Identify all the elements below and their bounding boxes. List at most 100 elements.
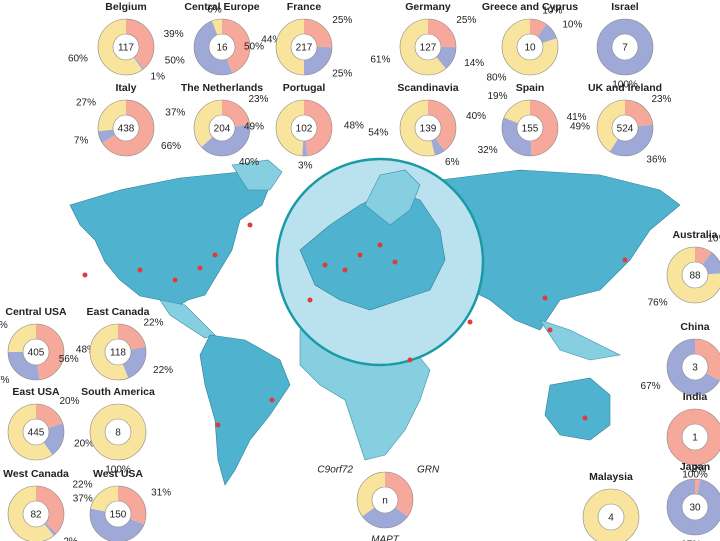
donut-segment	[90, 324, 146, 380]
site	[82, 272, 88, 278]
donut-chart: Scandinavia 139 40% 6% 54%	[368, 82, 486, 168]
percent-label: 49%	[244, 121, 264, 132]
donut-outline	[275, 99, 333, 157]
donut-n: 127	[420, 43, 437, 54]
donut-n: 7	[622, 43, 628, 54]
donut-segment	[8, 404, 64, 460]
donut-chart: Israel 7 100%	[596, 1, 654, 91]
donut-title: UK and Ireland	[588, 82, 662, 94]
percent-label: 22%	[72, 479, 92, 490]
donut-title: Australia	[673, 229, 718, 241]
percent-label: 6%	[207, 4, 222, 15]
donut-segment	[8, 404, 64, 460]
world-map	[69, 157, 681, 486]
donut-outline	[356, 471, 414, 529]
percent-label: 32%	[478, 145, 498, 156]
donut-chart: Spain 155 49% 32% 19%	[478, 82, 590, 157]
percent-label: 61%	[370, 55, 390, 66]
donut-hole	[104, 418, 132, 446]
donut-segment	[98, 100, 154, 156]
donut-hole	[112, 33, 140, 61]
legend-center: n	[382, 496, 388, 507]
legend-label: GRN	[417, 465, 440, 476]
donut-outline	[7, 485, 65, 541]
donut-chart: Belgium 117 39% 1% 60%	[68, 1, 184, 83]
donut-n: 217	[296, 43, 313, 54]
donut-outline	[193, 99, 251, 157]
percent-label: 27%	[0, 375, 10, 386]
percent-label: 10%	[562, 19, 582, 30]
donut-outline	[399, 18, 457, 76]
donut-outline	[89, 403, 147, 461]
site	[407, 357, 413, 363]
percent-label: 31%	[151, 487, 171, 498]
europe	[299, 189, 446, 311]
donut-segment	[667, 339, 720, 395]
site	[392, 259, 398, 265]
donut-segment	[502, 19, 558, 75]
percent-label: 48%	[76, 344, 96, 355]
percent-label: 27%	[76, 98, 96, 109]
percent-label: 100%	[612, 80, 638, 91]
donut-hole	[611, 114, 639, 142]
donut-outline	[193, 18, 251, 76]
donut-hole	[22, 500, 50, 528]
donut-title: Japan	[680, 461, 710, 473]
site	[342, 267, 348, 273]
percent-label: 50%	[165, 56, 185, 67]
donut-chart: Japan 30 3% 97%	[666, 461, 720, 541]
donut-segment	[194, 100, 250, 156]
donut-outline	[582, 488, 640, 541]
donut-outline	[97, 18, 155, 76]
percent-label: 22%	[153, 365, 173, 376]
donut-hole	[371, 486, 399, 514]
donut-segment	[667, 409, 720, 465]
donut-title: Germany	[405, 1, 451, 13]
legend-label: MAPT	[371, 535, 400, 541]
donut-segment	[90, 486, 146, 541]
donut-segment	[667, 479, 720, 535]
north-america	[69, 171, 271, 311]
percent-label: 20%	[74, 438, 94, 449]
donut-chart: France 217 25% 25% 50%	[244, 1, 352, 80]
donut-n: 524	[617, 124, 634, 135]
donut-n: 8	[115, 428, 121, 439]
donut-hole	[681, 423, 709, 451]
percent-label: 6%	[445, 157, 460, 168]
percent-label: 2%	[63, 536, 78, 541]
percent-label: 14%	[464, 58, 484, 69]
donut-segment	[90, 324, 146, 380]
donut-outline	[666, 408, 720, 466]
percent-label: 25%	[332, 15, 352, 26]
donut-title: Central Europe	[184, 1, 259, 13]
donut-outline	[7, 403, 65, 461]
site	[215, 422, 221, 428]
donut-outline	[596, 18, 654, 76]
percent-label: 50%	[244, 42, 264, 53]
donut-segment	[90, 486, 146, 541]
donut-n: 102	[296, 124, 313, 135]
percent-label: 25%	[456, 15, 476, 26]
percent-label: 48%	[344, 120, 364, 131]
donut-title: Greece and Cyprus	[482, 1, 578, 13]
donut-segment	[8, 324, 64, 380]
site	[322, 262, 328, 268]
donut-chart: Portugal 102 48% 3% 49%	[244, 82, 364, 172]
greenland	[231, 159, 283, 191]
donut-chart: East Canada 118 22% 22% 56%	[59, 306, 173, 381]
site	[172, 277, 178, 283]
percent-label: 7%	[74, 136, 89, 147]
donut-n: 10	[524, 43, 536, 54]
donut-hole	[681, 353, 709, 381]
donut-n: 155	[522, 124, 539, 135]
donut-n: 3	[692, 363, 698, 374]
site	[212, 252, 218, 258]
donut-outline	[501, 18, 559, 76]
donut-outline	[399, 99, 457, 157]
percent-label: 23%	[248, 94, 268, 105]
donut-hole	[290, 33, 318, 61]
percent-label: 100%	[682, 470, 708, 481]
scandinavia	[364, 169, 421, 226]
donut-chart: Italy 438 66% 7% 27%	[74, 82, 181, 157]
